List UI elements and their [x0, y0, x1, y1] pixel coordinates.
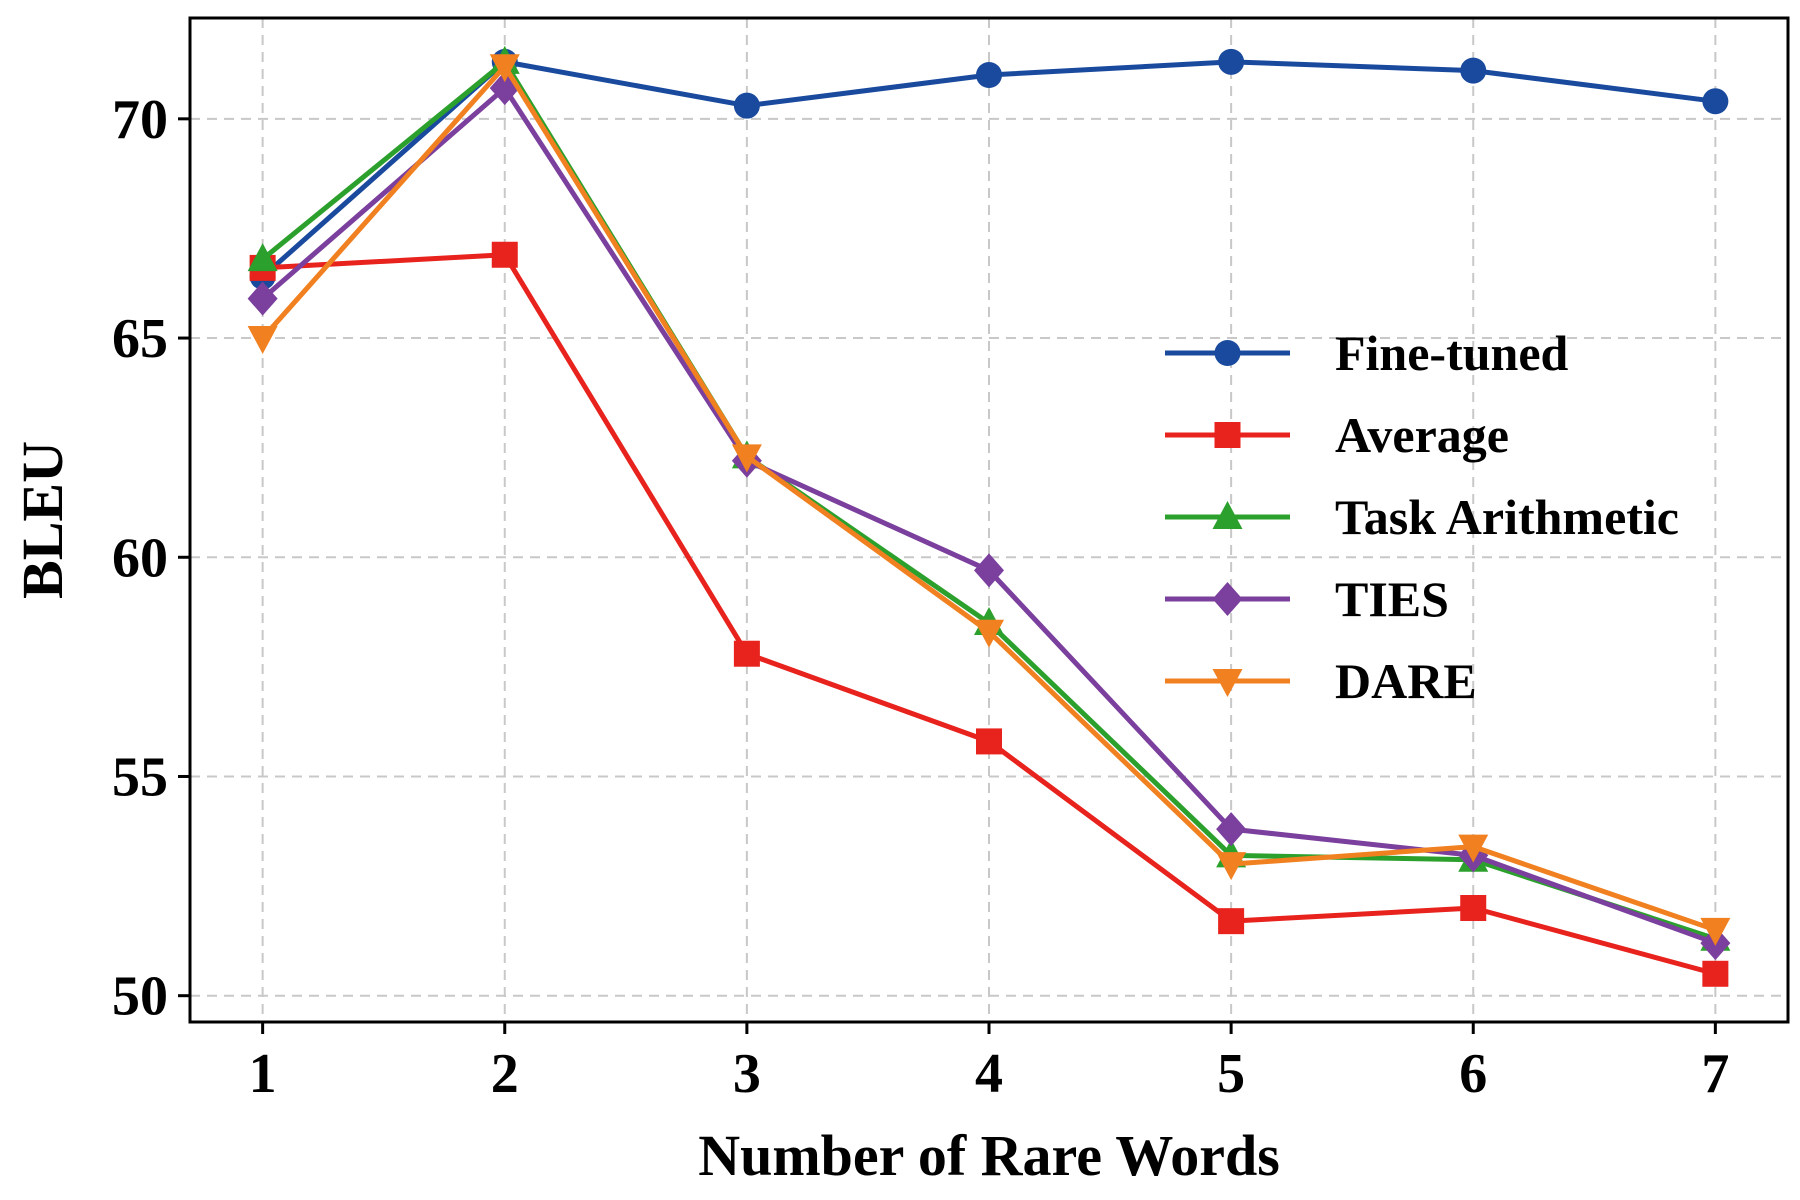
legend-marker-dare	[1212, 669, 1243, 697]
y-tick-label: 55	[112, 746, 168, 808]
x-tick-label: 3	[733, 1043, 761, 1105]
data-point-average	[1702, 960, 1729, 987]
data-point-fine-tuned	[976, 61, 1002, 88]
data-point-fine-tuned	[1460, 57, 1487, 84]
y-axis-label: BLEU	[10, 441, 75, 599]
x-tick-label: 1	[249, 1043, 277, 1105]
data-point-dare	[1458, 834, 1489, 863]
legend-item-task-arithmetic: Task Arithmetic	[1165, 489, 1679, 545]
axis-ticks: 1 2 3 4 5 6 7 50 55 60 65 70	[112, 89, 1729, 1105]
data-point-ties	[247, 281, 278, 316]
legend-marker-average	[1214, 422, 1241, 448]
legend-marker-ties	[1212, 582, 1243, 616]
data-point-ties	[1216, 812, 1247, 847]
series-dare	[247, 54, 1731, 946]
data-point-average	[733, 640, 760, 667]
data-point-fine-tuned	[733, 92, 760, 119]
data-point-average	[1218, 908, 1245, 935]
data-point-dare	[1700, 917, 1731, 946]
legend-label-dare: DARE	[1335, 653, 1477, 709]
legend: Fine-tuned Average Task Arithmetic TIES DARE	[1165, 325, 1679, 709]
legend-label-average: Average	[1335, 407, 1509, 463]
data-point-dare	[731, 444, 762, 473]
data-point-average	[976, 728, 1002, 755]
data-point-average	[491, 241, 518, 268]
data-point-fine-tuned	[1218, 48, 1245, 75]
data-point-average	[1460, 895, 1487, 922]
y-tick-label: 70	[112, 89, 168, 151]
data-point-fine-tuned	[1702, 88, 1729, 115]
y-tick-label: 65	[112, 308, 168, 370]
legend-marker-task-arithmetic	[1212, 501, 1243, 529]
legend-label-task-arithmetic: Task Arithmetic	[1335, 489, 1679, 545]
data-point-task-arithmetic	[247, 243, 278, 272]
x-tick-label: 5	[1217, 1043, 1245, 1105]
y-tick-label: 50	[112, 966, 168, 1028]
series-group	[247, 45, 1731, 987]
x-tick-label: 2	[491, 1043, 519, 1105]
legend-label-ties: TIES	[1335, 571, 1449, 627]
legend-item-dare: DARE	[1165, 653, 1477, 709]
legend-label-fine-tuned: Fine-tuned	[1335, 325, 1569, 381]
legend-item-ties: TIES	[1165, 571, 1449, 627]
data-point-dare	[489, 54, 520, 83]
data-point-dare	[974, 619, 1004, 648]
x-axis-label: Number of Rare Words	[698, 1123, 1280, 1188]
data-point-dare	[247, 326, 278, 355]
data-point-dare	[1216, 852, 1247, 881]
x-tick-label: 6	[1459, 1043, 1487, 1105]
data-point-ties	[974, 553, 1004, 588]
y-tick-label: 60	[112, 527, 168, 589]
x-tick-label: 4	[975, 1043, 1003, 1105]
series-fine-tuned	[249, 48, 1729, 290]
legend-item-average: Average	[1165, 407, 1509, 463]
legend-item-fine-tuned: Fine-tuned	[1165, 325, 1569, 381]
x-tick-label: 7	[1701, 1043, 1729, 1105]
legend-marker-fine-tuned	[1214, 340, 1241, 366]
